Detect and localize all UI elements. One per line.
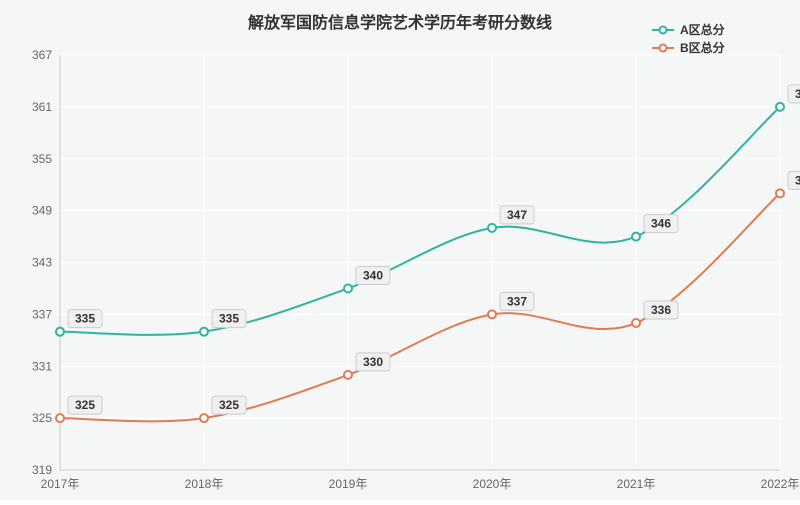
x-tick-label: 2017年: [41, 477, 80, 491]
y-tick-label: 361: [32, 100, 52, 114]
data-marker: [632, 319, 640, 327]
y-tick-label: 355: [32, 152, 52, 166]
legend-label: A区总分: [680, 22, 725, 37]
x-tick-label: 2018年: [185, 477, 224, 491]
data-marker: [488, 224, 496, 232]
data-marker: [776, 103, 784, 111]
data-label: 325: [75, 398, 95, 412]
data-label: 347: [507, 208, 527, 222]
data-marker: [488, 310, 496, 318]
y-tick-label: 319: [32, 463, 52, 477]
data-marker: [776, 189, 784, 197]
data-marker: [56, 414, 64, 422]
data-marker: [200, 414, 208, 422]
data-label: 361: [795, 87, 800, 101]
x-tick-label: 2020年: [473, 477, 512, 491]
y-tick-label: 349: [32, 204, 52, 218]
legend-marker: [660, 45, 667, 52]
legend-label: B区总分: [680, 40, 725, 55]
data-label: 335: [219, 312, 239, 326]
data-label: 337: [507, 294, 527, 308]
data-marker: [344, 284, 352, 292]
legend-marker: [660, 27, 667, 34]
data-label: 351: [795, 173, 800, 187]
data-marker: [200, 328, 208, 336]
score-line-chart: 319 325 331 337 343 349 355 361 367 2017年 2018年 201…: [0, 0, 800, 500]
data-marker: [344, 371, 352, 379]
y-tick-label: 331: [32, 359, 52, 373]
data-label: 336: [651, 303, 671, 317]
data-marker: [632, 233, 640, 241]
chart-title: 解放军国防信息学院艺术学历年考研分数线: [248, 13, 552, 32]
data-label: 346: [651, 217, 671, 231]
data-label: 340: [363, 268, 383, 282]
data-label: 330: [363, 355, 383, 369]
data-label: 335: [75, 312, 95, 326]
y-tick-label: 325: [32, 411, 52, 425]
x-tick-label: 2019年: [329, 477, 368, 491]
data-marker: [56, 328, 64, 336]
y-tick-label: 367: [32, 48, 52, 62]
y-tick-label: 337: [32, 307, 52, 321]
x-tick-label: 2021年: [617, 477, 656, 491]
y-tick-label: 343: [32, 256, 52, 270]
data-label: 325: [219, 398, 239, 412]
x-tick-label: 2022年: [761, 477, 800, 491]
